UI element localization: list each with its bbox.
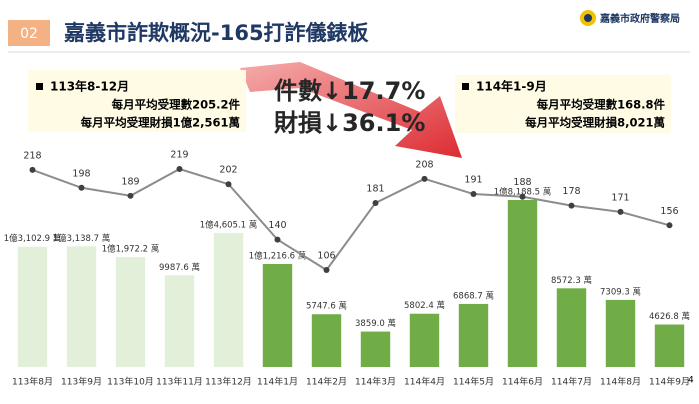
line-value-label: 178	[562, 186, 580, 197]
bar	[360, 331, 391, 367]
page-number: 4	[688, 376, 694, 386]
summary-box-left	[28, 70, 246, 132]
bar	[458, 303, 489, 367]
bar-value-label: 4626.8 萬	[649, 311, 690, 322]
highlight-cases: 件數↓17.7%	[274, 77, 425, 105]
bar	[164, 275, 195, 367]
line-value-label: 171	[611, 192, 629, 203]
summary-cases: 每月平均受理數205.2件	[112, 98, 241, 112]
line-point	[421, 175, 428, 182]
line-point	[372, 199, 379, 206]
bar	[17, 246, 48, 367]
x-tick-label: 113年8月	[12, 376, 53, 388]
x-tick-label: 113年10月	[107, 376, 154, 388]
bar-value-label: 1億3,102.9 萬	[4, 233, 62, 244]
org-name: 嘉義市政府警察局	[599, 12, 680, 25]
bullet	[462, 83, 469, 90]
x-tick-label: 114年7月	[551, 376, 592, 388]
bar-value-label: 5802.4 萬	[404, 300, 445, 311]
bar-value-label: 7309.3 萬	[600, 286, 641, 297]
line-value-label: 191	[464, 175, 482, 186]
bar-value-label: 1億1,972.2 萬	[102, 244, 160, 255]
line-value-label: 181	[366, 183, 384, 194]
x-tick-label: 113年9月	[61, 376, 102, 388]
line-point	[568, 202, 575, 209]
line-value-label: 219	[170, 150, 188, 161]
bar-value-label: 1億8,188.5 萬	[494, 187, 552, 198]
bar	[605, 299, 636, 367]
decline-arrow	[240, 62, 462, 158]
line-point	[127, 192, 134, 199]
summary-loss: 每月平均受理財損1億2,561萬	[81, 116, 240, 130]
bar	[115, 257, 146, 367]
line-point	[78, 184, 85, 191]
line-point	[29, 166, 36, 173]
x-tick-label: 114年2月	[306, 376, 347, 388]
line-value-label: 208	[415, 159, 433, 170]
bar	[409, 313, 440, 367]
line-value-label: 202	[219, 165, 237, 176]
slide-number: 02	[20, 26, 38, 42]
line-value-label: 218	[23, 150, 41, 161]
x-tick-label: 114年3月	[355, 376, 396, 388]
x-tick-label: 114年6月	[502, 376, 543, 388]
bar-value-label: 1億4,605.1 萬	[200, 219, 258, 230]
x-tick-label: 114年8月	[600, 376, 641, 388]
x-tick-label: 113年12月	[205, 376, 252, 388]
bar	[66, 246, 97, 367]
x-tick-label: 114年9月	[649, 376, 690, 388]
line-value-label: 188	[513, 177, 531, 188]
highlight-loss: 財損↓36.1%	[274, 109, 425, 137]
bar-value-label: 9987.6 萬	[159, 262, 200, 273]
org-logo-inner	[584, 14, 592, 22]
summary-period: 113年8-12月	[50, 79, 129, 94]
bar-value-label: 3859.0 萬	[355, 318, 396, 329]
bar	[556, 288, 587, 367]
bar	[654, 324, 685, 367]
summary-period: 114年1-9月	[476, 79, 547, 94]
line-point	[274, 236, 281, 243]
line-point	[519, 193, 526, 200]
line-value-label: 198	[72, 168, 90, 179]
bar	[213, 232, 244, 367]
line-value-label: 189	[121, 176, 139, 187]
line-value-label: 140	[268, 220, 286, 231]
x-tick-label: 113年11月	[156, 376, 203, 388]
line-point	[323, 267, 330, 273]
summary-loss: 每月平均受理財損8,021萬	[525, 116, 665, 130]
slide-title: 嘉義市詐欺概況-165打詐儀錶板	[64, 21, 370, 45]
bullet	[36, 83, 43, 90]
line-value-label: 106	[317, 251, 335, 262]
slide-number-box	[8, 20, 50, 46]
line	[32, 167, 670, 272]
bar-value-label: 1億3,138.7 萬	[53, 233, 111, 244]
chart: 113年8月 113年9月 113年10月 113年11月 113年12月 114年1月 1…	[4, 150, 690, 388]
summary-box-right	[455, 75, 671, 133]
x-tick-label: 114年5月	[453, 376, 494, 388]
x-tick-label: 114年4月	[404, 376, 445, 388]
bar-value-label: 1億1,216.6 萬	[249, 251, 307, 262]
line-point	[666, 222, 673, 229]
line-point	[225, 181, 232, 188]
bar-value-label: 6868.7 萬	[453, 290, 494, 301]
bar	[311, 314, 342, 367]
line-point	[617, 208, 624, 215]
bar	[507, 200, 538, 367]
bar-value-label: 8572.3 萬	[551, 275, 592, 286]
summary-cases: 每月平均受理數168.8件	[537, 98, 666, 112]
line-point	[176, 166, 183, 172]
line-point	[470, 191, 477, 198]
bar	[262, 264, 293, 367]
x-tick-label: 114年1月	[257, 376, 298, 388]
line-value-label: 156	[660, 206, 678, 217]
bar-value-label: 5747.6 萬	[306, 301, 347, 312]
